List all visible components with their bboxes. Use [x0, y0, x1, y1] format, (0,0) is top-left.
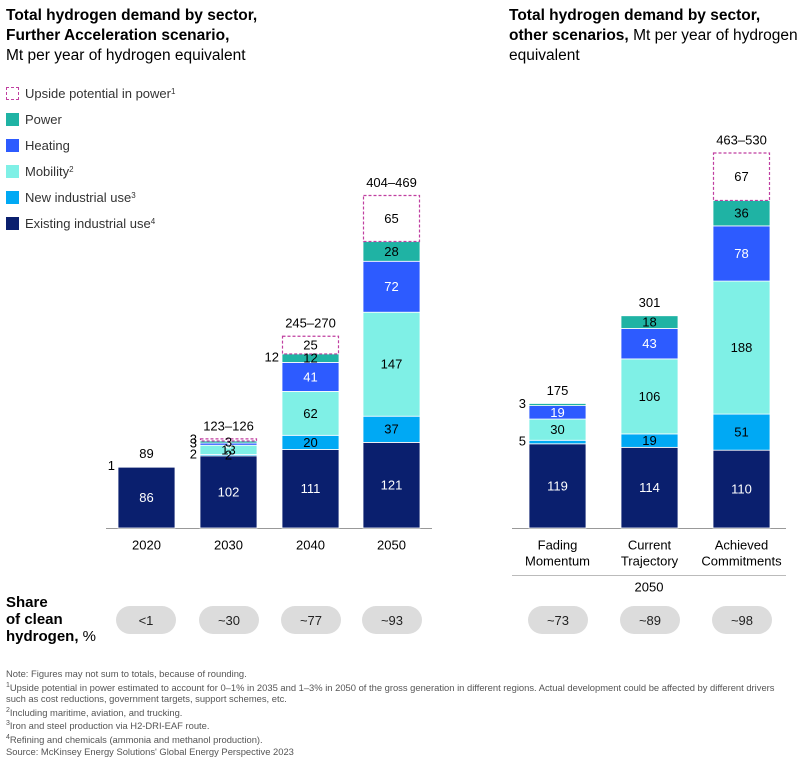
note: Note: Figures may not sum to totals, bec… [6, 668, 796, 680]
data-label: 30 [550, 422, 564, 437]
data-label: 62 [303, 406, 317, 421]
outside-data-label: 3 [519, 396, 526, 411]
data-label: 36 [734, 206, 748, 221]
share-of-clean-hydrogen-label: Share of clean hydrogen, % [6, 594, 96, 645]
total-label: 175 [547, 383, 569, 398]
data-label: 43 [642, 336, 656, 351]
share-pill: ~30 [199, 606, 259, 634]
data-label: 111 [301, 481, 321, 496]
footnote-1: 1Upside potential in power estimated to … [6, 680, 796, 705]
category-label: 2020 [132, 537, 161, 552]
total-label: 245–270 [285, 316, 336, 331]
data-label: 147 [381, 357, 403, 372]
share-pill: <1 [116, 606, 176, 634]
data-label: 67 [734, 169, 748, 184]
data-label: 114 [639, 480, 660, 495]
group-label: 2050 [635, 579, 664, 594]
data-label: 86 [139, 490, 153, 505]
share-label-unit: % [79, 628, 97, 645]
data-label: 25 [303, 338, 317, 353]
data-label: 188 [731, 340, 753, 355]
category-label: Achieved [715, 537, 768, 552]
source: Source: McKinsey Energy Solutions' Globa… [6, 746, 796, 757]
data-label: 3 [225, 434, 232, 449]
data-label: 121 [381, 478, 403, 493]
data-label: 19 [642, 433, 656, 448]
category-label: 2030 [214, 537, 243, 552]
category-label: 2050 [377, 537, 406, 552]
share-pill: ~89 [620, 606, 680, 634]
footnotes: Note: Figures may not sum to totals, bec… [6, 668, 796, 757]
share-pill: ~98 [712, 606, 772, 634]
data-label: 106 [639, 389, 661, 404]
data-label: 12 [303, 351, 317, 366]
share-pill: ~77 [281, 606, 341, 634]
total-label: 89 [139, 446, 153, 461]
footnote-3: 3Iron and steel production via H2-DRI-EA… [6, 718, 796, 732]
total-label: 463–530 [716, 132, 767, 147]
data-label: 28 [384, 244, 398, 259]
data-label: 51 [734, 425, 748, 440]
total-label: 123–126 [203, 418, 254, 433]
data-label: 18 [642, 315, 656, 330]
footnote-4: 4Refining and chemicals (ammonia and met… [6, 732, 796, 746]
category-label: Current [628, 537, 672, 552]
category-label: Fading [538, 537, 578, 552]
outside-data-label: 12 [265, 350, 279, 365]
bar-segment-new-industrial-use [529, 440, 586, 444]
data-label: 65 [384, 211, 398, 226]
outside-data-label: 3 [190, 431, 197, 446]
data-label: 119 [547, 478, 568, 493]
data-label: 78 [734, 246, 748, 261]
share-label-line3: hydrogen, [6, 628, 79, 645]
share-label-line1: Share [6, 594, 48, 611]
outside-data-label: 5 [519, 433, 526, 448]
total-label: 301 [639, 295, 661, 310]
data-label: 102 [218, 484, 240, 499]
bar-segment-mobility [118, 466, 175, 467]
footnote-2: 2Including maritime, aviation, and truck… [6, 705, 796, 719]
category-label: Momentum [525, 553, 590, 568]
outside-data-label: 1 [108, 458, 115, 473]
data-label: 19 [550, 405, 564, 420]
share-pill: ~93 [362, 606, 422, 634]
category-label: Trajectory [621, 553, 679, 568]
data-label: 72 [384, 279, 398, 294]
data-label: 37 [384, 422, 398, 437]
category-label: 2040 [296, 537, 325, 552]
share-label-line2: of clean [6, 611, 63, 628]
share-pill: ~73 [528, 606, 588, 634]
category-label: Commitments [701, 553, 782, 568]
data-label: 41 [303, 369, 317, 384]
total-label: 404–469 [366, 175, 417, 190]
data-label: 20 [303, 435, 317, 450]
data-label: 110 [731, 482, 752, 497]
